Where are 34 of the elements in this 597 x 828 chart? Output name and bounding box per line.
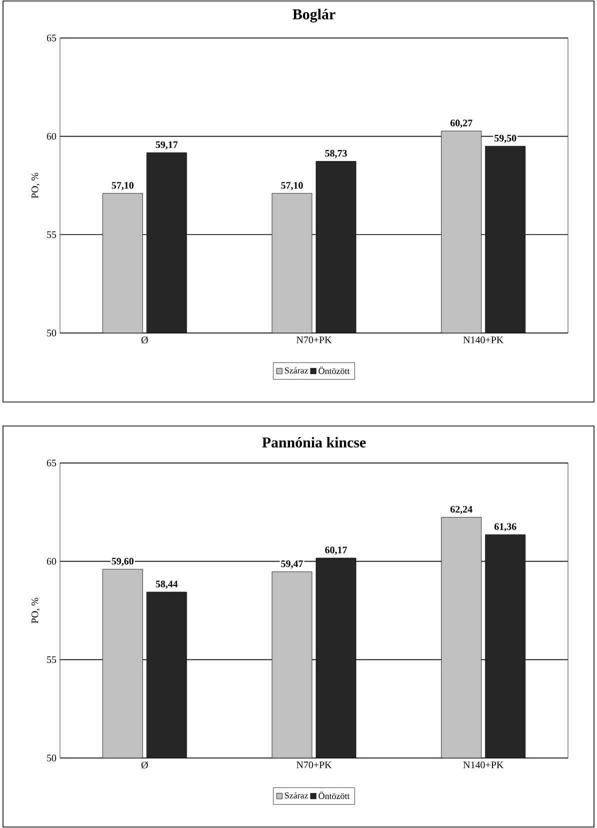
legend-label: Száraz xyxy=(284,367,308,374)
chart-title: Pannónia kincse xyxy=(262,436,366,448)
legend-label: Száraz xyxy=(284,792,308,799)
data-label: 58,73 xyxy=(325,150,347,158)
data-label: 59,50 xyxy=(494,134,516,143)
data-label: 57,10 xyxy=(112,182,134,190)
data-label: 62,24 xyxy=(450,506,472,514)
x-tick-label: N140+PK xyxy=(463,336,504,344)
x-tick-label: Ø xyxy=(141,336,148,344)
data-label: 59,60 xyxy=(112,558,134,566)
y-axis-title: PO, % xyxy=(32,598,40,624)
data-label: 59,17 xyxy=(156,141,178,150)
data-label: 60,27 xyxy=(450,120,472,128)
data-label: 60,17 xyxy=(325,546,347,555)
legend-label: Öntözött xyxy=(318,792,350,800)
chart-title: Boglár xyxy=(292,8,336,22)
y-tick-label: 55 xyxy=(47,656,56,663)
y-tick-label: 55 xyxy=(47,231,56,238)
y-tick-label: 60 xyxy=(46,558,56,565)
data-label: 57,10 xyxy=(281,182,303,190)
y-axis-title: PO, % xyxy=(32,172,40,198)
y-tick-label: 60 xyxy=(46,132,56,140)
data-label: 58,44 xyxy=(156,580,178,589)
legend-label: Öntözött xyxy=(318,366,350,374)
data-label: 59,47 xyxy=(281,560,303,569)
y-tick-label: 65 xyxy=(46,34,56,42)
x-tick-label: N70+PK xyxy=(296,336,332,344)
x-tick-label: N70+PK xyxy=(296,762,332,768)
y-tick-label: 65 xyxy=(46,460,56,466)
x-tick-label: Ø xyxy=(141,762,148,769)
y-tick-label: 50 xyxy=(47,754,56,762)
x-tick-label: N140+PK xyxy=(463,762,504,768)
data-label: 61,36 xyxy=(494,523,516,532)
y-tick-label: 50 xyxy=(47,330,56,336)
